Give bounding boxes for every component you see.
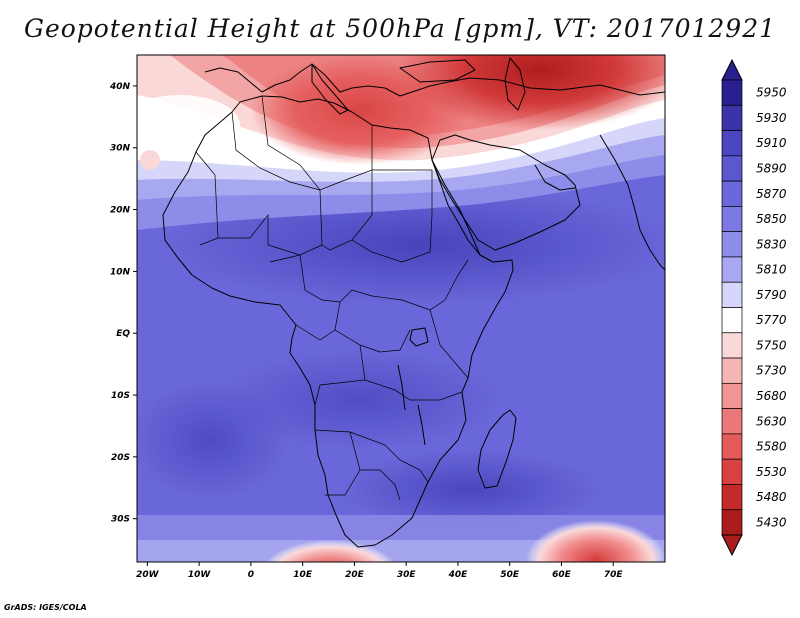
- colorbar-label: 5530: [756, 465, 787, 479]
- field-dark-band-atlantic: [137, 380, 290, 500]
- persian-gulf: [534, 164, 576, 191]
- colorbar-label: 5750: [756, 338, 787, 352]
- x-tick-label: 10E: [293, 570, 313, 580]
- colorbar-label: 5480: [756, 490, 787, 504]
- x-tick-label: 20W: [136, 570, 160, 580]
- lake-victoria: [409, 327, 429, 347]
- plot-frame: [136, 54, 666, 563]
- colorbar-swatch: [721, 79, 743, 106]
- colorbar-swatch: [721, 408, 743, 435]
- red-sea: [431, 159, 481, 256]
- field-dark-band-south: [340, 450, 600, 530]
- x-axis-ticks: 20W 10W 0 10E 20E 30E 40E 50E 60E 70E: [136, 562, 623, 580]
- y-tick-label: 10N: [110, 267, 131, 277]
- colorbar-label: 5890: [756, 161, 787, 175]
- colorbar-label: 5430: [756, 515, 787, 529]
- colorbar-swatch: [721, 206, 743, 233]
- lake-malawi: [417, 404, 426, 446]
- india-coastline: [599, 134, 665, 271]
- x-tick-label: 10W: [188, 570, 212, 580]
- y-tick-label: 30N: [110, 144, 131, 154]
- x-tick-label: 0: [248, 570, 254, 580]
- colorbar-label: 5770: [756, 313, 787, 327]
- x-tick-label: 20E: [345, 570, 365, 580]
- colorbar-label: 5910: [756, 136, 787, 150]
- colorbar-swatch: [721, 256, 743, 283]
- x-tick-label: 60E: [552, 570, 572, 580]
- colorbar-swatch: [721, 104, 743, 131]
- x-tick-label: 50E: [500, 570, 520, 580]
- y-axis-ticks: 40N 30N 20N 10N EQ 10S 20S 30S: [109, 82, 137, 525]
- colorbar: 5950 5930 5910 5890 5870 5850 5830 5810 5790 5770…: [721, 58, 787, 557]
- field-low-indian-ocean: [526, 520, 665, 562]
- credit-label: GrADS: IGES/COLA: [4, 603, 87, 612]
- colorbar-label: 5950: [756, 86, 787, 100]
- map-title: Geopotential Height at 500hPa [gpm], VT:…: [23, 14, 777, 43]
- colorbar-swatch: [721, 130, 743, 157]
- colorbar-swatch: [721, 484, 743, 511]
- coastlines: [162, 57, 665, 548]
- plot-area: [137, 55, 665, 562]
- y-tick-label: 20S: [111, 453, 130, 463]
- colorbar-swatch: [721, 307, 743, 334]
- caspian-sea: [504, 57, 526, 111]
- x-tick-label: 40E: [448, 570, 469, 580]
- colorbar-label: 5580: [756, 440, 787, 454]
- field-small-low-west: [140, 150, 160, 170]
- field-low-south-atlantic: [265, 540, 395, 562]
- madagascar-coastline: [477, 409, 517, 489]
- colorbar-swatch: [721, 155, 743, 182]
- africa-coastline: [162, 95, 514, 548]
- country-borders: [195, 95, 469, 501]
- colorbar-swatch: [721, 509, 743, 536]
- colorbar-swatch: [721, 180, 743, 207]
- colorbar-label: 5790: [756, 288, 787, 302]
- x-tick-label: 30E: [397, 570, 417, 580]
- colorbar-label: 5630: [756, 414, 787, 428]
- field-core-northeast: [400, 55, 665, 130]
- colorbar-bottom-arrow: [721, 534, 743, 557]
- colorbar-label: 5730: [756, 364, 787, 378]
- europe-coastline: [204, 63, 665, 97]
- colorbar-label: 5830: [756, 237, 787, 251]
- colorbar-swatch: [721, 332, 743, 359]
- colorbar-swatch: [721, 281, 743, 308]
- colorbar-label: 5810: [756, 263, 787, 277]
- italy: [311, 63, 349, 115]
- y-tick-label: 10S: [111, 391, 130, 401]
- x-tick-label: 70E: [604, 570, 624, 580]
- colorbar-label: 5850: [756, 212, 787, 226]
- field-white-patch: [137, 95, 240, 155]
- y-tick-label: 30S: [111, 515, 130, 525]
- colorbar-swatch: [721, 382, 743, 409]
- colorbar-label: 5870: [756, 187, 787, 201]
- colorbar-swatch: [721, 357, 743, 384]
- colorbar-swatch: [721, 231, 743, 258]
- y-tick-label: 40N: [109, 82, 131, 92]
- field-dark-band-congo: [220, 350, 500, 450]
- colorbar-label: 5930: [756, 111, 787, 125]
- black-sea: [399, 59, 476, 83]
- y-tick-label: EQ: [116, 329, 130, 339]
- lake-tanganyika: [397, 364, 406, 411]
- colorbar-label: 5680: [756, 389, 787, 403]
- colorbar-top-arrow: [721, 58, 743, 81]
- colorbar-swatch: [721, 458, 743, 485]
- colorbar-swatch: [721, 433, 743, 460]
- y-tick-label: 20N: [110, 206, 131, 216]
